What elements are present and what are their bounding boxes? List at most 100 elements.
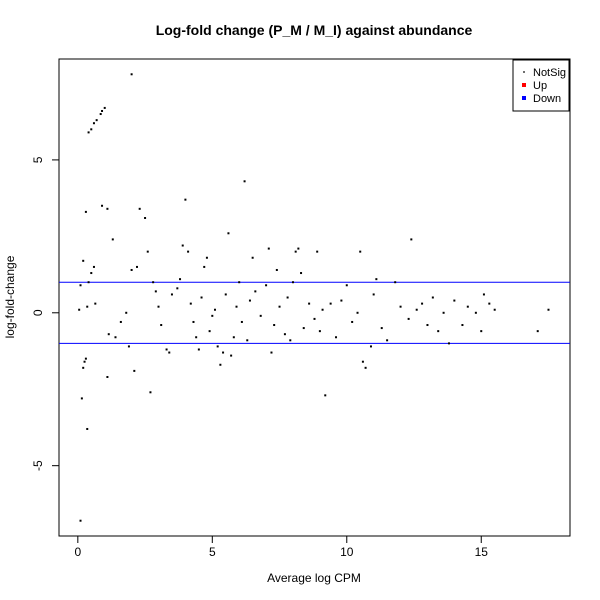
data-point: [222, 351, 225, 354]
data-point: [165, 348, 168, 351]
data-point: [324, 394, 327, 397]
data-point: [361, 360, 364, 363]
data-point: [87, 281, 90, 284]
legend-label: Down: [533, 93, 561, 105]
data-point: [300, 272, 303, 275]
data-point: [369, 345, 372, 348]
data-point: [273, 324, 276, 327]
data-point: [216, 345, 219, 348]
data-point: [246, 339, 249, 342]
data-point: [340, 299, 343, 302]
data-point: [83, 360, 86, 363]
data-point: [351, 320, 354, 323]
legend-label: Up: [533, 80, 547, 92]
data-point: [92, 265, 95, 268]
data-point: [82, 259, 85, 262]
data-point: [205, 256, 208, 259]
data-point: [270, 351, 273, 354]
data-point: [224, 293, 227, 296]
data-point: [168, 351, 171, 354]
data-point: [289, 339, 292, 342]
data-point: [95, 119, 98, 122]
data-point: [219, 363, 222, 366]
data-point: [421, 302, 424, 305]
data-point: [119, 320, 122, 323]
x-axis: 0 5 10 15: [74, 535, 488, 559]
data-point: [431, 296, 434, 299]
data-point: [466, 305, 469, 308]
data-point: [90, 128, 93, 131]
data-point: [144, 217, 147, 219]
data-point: [87, 131, 90, 134]
data-point: [99, 113, 102, 116]
data-point: [335, 336, 338, 339]
data-point: [179, 278, 182, 281]
data-point: [482, 293, 485, 296]
data-point: [152, 281, 155, 284]
data-point: [232, 336, 235, 339]
data-point: [146, 250, 149, 253]
data-point: [302, 327, 305, 330]
data-point: [410, 238, 413, 241]
data-point: [547, 308, 550, 311]
plot-frame: [58, 58, 571, 537]
data-point: [133, 369, 136, 372]
data-point: [130, 268, 133, 271]
legend-swatch: [522, 96, 526, 100]
data-point: [106, 376, 109, 378]
data-point: [278, 305, 281, 308]
data-point: [92, 122, 95, 125]
y-axis-label: log-fold-change: [3, 255, 17, 338]
data-point: [254, 290, 257, 293]
data-point: [154, 290, 157, 293]
data-point: [101, 109, 104, 112]
data-point: [267, 247, 270, 250]
data-point: [189, 302, 192, 305]
legend-label: NotSig: [533, 67, 566, 79]
data-point: [240, 320, 243, 323]
data-point: [176, 287, 179, 290]
data-point: [493, 308, 496, 311]
data-point: [106, 207, 109, 210]
data-point: [375, 278, 378, 281]
data-point: [275, 268, 278, 271]
data-point: [308, 302, 311, 305]
data-point: [321, 308, 324, 311]
data-point: [386, 339, 389, 342]
data-point: [181, 244, 184, 247]
x-axis-label: Average log CPM: [267, 571, 361, 585]
y-tick-label: 5: [31, 156, 45, 163]
data-point: [294, 250, 297, 253]
data-point: [184, 198, 187, 201]
legend-swatch: [523, 71, 525, 73]
data-points: [78, 73, 550, 522]
data-point: [197, 348, 200, 351]
data-point: [230, 354, 233, 357]
data-point: [474, 311, 477, 314]
data-point: [200, 296, 203, 299]
data-point: [227, 232, 230, 235]
data-point: [211, 314, 214, 317]
data-point: [79, 284, 82, 287]
data-point: [251, 256, 254, 259]
data-point: [415, 308, 418, 311]
data-point: [125, 311, 128, 314]
x-tick-label: 10: [340, 545, 354, 559]
data-point: [399, 305, 402, 308]
data-point: [235, 305, 238, 308]
data-point: [213, 308, 216, 311]
data-point: [442, 311, 445, 314]
data-point: [79, 519, 82, 522]
chart-title: Log-fold change (P_M / M_I) against abun…: [156, 22, 473, 38]
data-point: [243, 180, 246, 183]
data-point: [453, 299, 456, 302]
data-point: [80, 397, 83, 400]
data-point: [149, 391, 152, 394]
x-tick-label: 5: [209, 545, 216, 559]
data-point: [114, 336, 117, 339]
data-point: [283, 333, 286, 336]
y-tick-label: 0: [31, 309, 45, 316]
data-point: [101, 204, 104, 207]
data-point: [103, 106, 106, 109]
data-point: [318, 330, 321, 333]
